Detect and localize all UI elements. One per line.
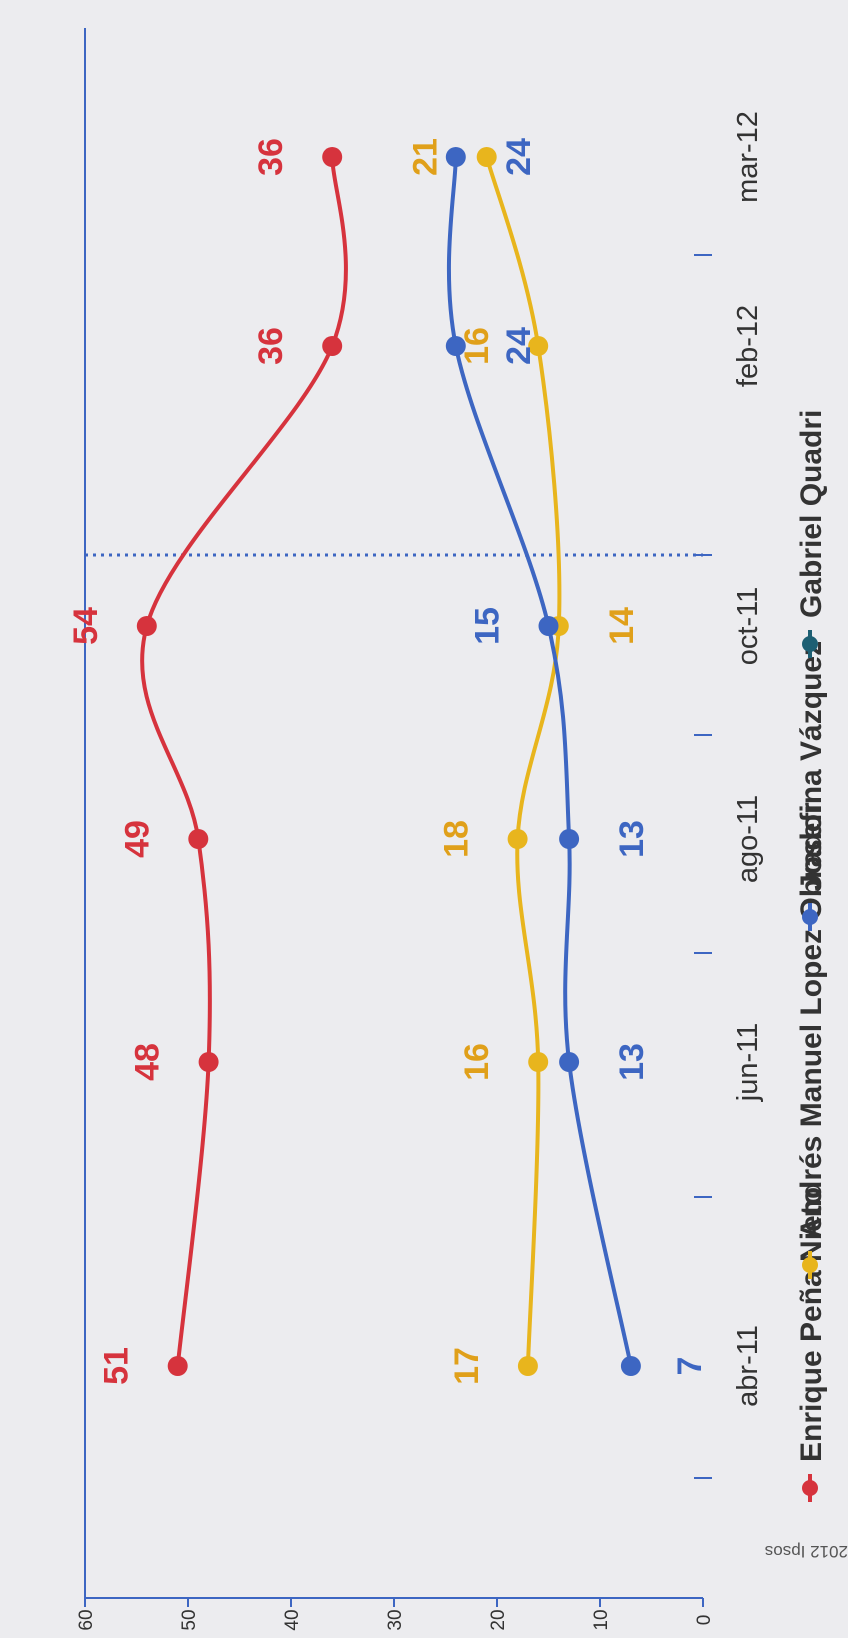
value-axis-tick-label: 0 [694, 1615, 715, 1626]
data-point [198, 1052, 219, 1072]
data-value-label: 13 [613, 1043, 651, 1081]
data-value-label: 54 [67, 607, 105, 645]
data-point [528, 1052, 549, 1072]
value-axis-tick-label: 50 [179, 1609, 200, 1630]
date-axis-tick-label: mar-12 [732, 111, 764, 203]
data-value-label: 15 [469, 607, 507, 645]
data-value-label: 18 [438, 820, 476, 858]
data-value-label: 13 [613, 820, 651, 858]
data-value-label: 49 [118, 820, 156, 858]
value-axis-tick-label: 30 [385, 1609, 406, 1630]
data-point [167, 1356, 188, 1376]
data-point [517, 1356, 538, 1376]
legend-swatch-dot [802, 1257, 818, 1273]
date-axis-tick-label: jun-11 [732, 1023, 764, 1102]
data-point [559, 829, 580, 849]
copyright-notice: © 2012 Ipsos [765, 1542, 848, 1561]
value-axis-tick-label: 10 [591, 1609, 612, 1630]
data-value-label: 36 [252, 327, 290, 365]
data-value-label: 14 [603, 607, 641, 645]
data-value-label: 48 [129, 1043, 167, 1081]
value-axis-ticks: 0 10 20 30 40 50 60 [76, 1598, 715, 1631]
data-value-label: 36 [252, 138, 290, 176]
data-point [322, 336, 343, 356]
value-axis-tick-label: 20 [488, 1609, 509, 1630]
data-point [445, 336, 466, 356]
data-value-label: 24 [500, 327, 538, 365]
data-point [476, 147, 497, 167]
data-value-label: 17 [448, 1347, 486, 1385]
data-point [507, 829, 528, 849]
data-point [538, 616, 559, 636]
date-axis-ticks: abr-11 jun-11 ago-11 oct-11 feb-12 mar-12 [694, 111, 764, 1479]
data-point [528, 336, 549, 356]
legend-label: Gabriel Quadri [795, 410, 828, 618]
series-lines [136, 147, 641, 1376]
data-value-label: 16 [458, 1043, 496, 1081]
date-axis-tick-label: oct-11 [732, 587, 764, 665]
legend-swatch-dot [802, 909, 818, 925]
data-value-label: 24 [500, 138, 538, 176]
data-point [445, 147, 466, 167]
value-labels: 51 48 49 54 36 36 17 16 18 14 16 21 7 13 13 15 24 24 [67, 138, 709, 1385]
date-axis-tick-label: abr-11 [732, 1325, 764, 1407]
value-axis-tick-label: 40 [282, 1609, 303, 1630]
data-point [559, 1052, 580, 1072]
legend-swatch-dot [802, 1480, 818, 1496]
data-point [188, 829, 209, 849]
data-point [322, 147, 343, 167]
series-line [140, 156, 348, 1367]
data-value-label: 51 [98, 1347, 136, 1385]
legend-swatch-dot [802, 636, 818, 652]
data-value-label: 7 [671, 1357, 709, 1376]
data-point [620, 1356, 641, 1376]
date-axis-tick-label: ago-11 [732, 795, 764, 883]
legend-label: Enrique Peña Nieto [795, 1187, 828, 1462]
data-point [136, 616, 157, 636]
value-axis-tick-label: 60 [76, 1609, 97, 1630]
data-value-label: 16 [458, 327, 496, 365]
legend-label: Andrés Manuel Lopez Obrador [795, 802, 828, 1239]
legend-label: Josefina Vázquez [795, 641, 828, 891]
date-axis-tick-label: feb-12 [732, 305, 764, 387]
series-line [484, 156, 562, 1367]
data-value-label: 21 [407, 138, 445, 176]
